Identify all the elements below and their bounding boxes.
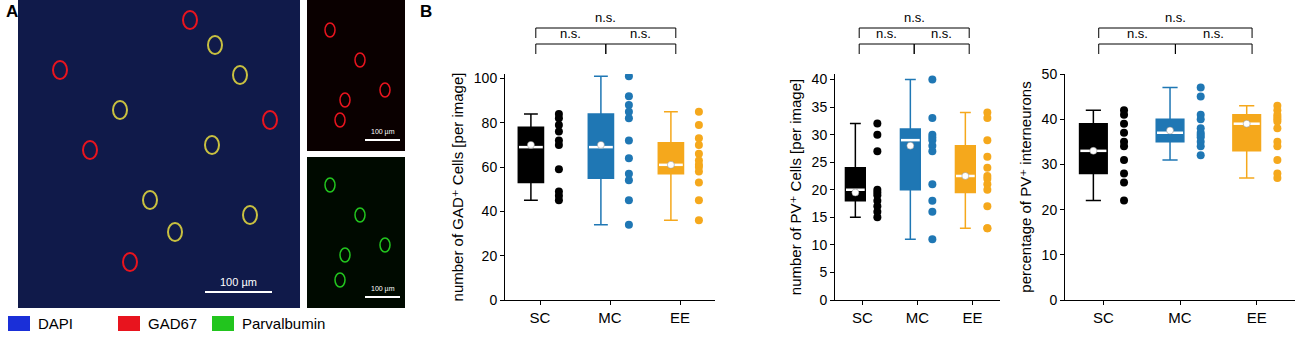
svg-text:Parvalbumin: Parvalbumin xyxy=(242,315,325,332)
svg-text:number of GAD⁺ Cells [per imag: number of GAD⁺ Cells [per image] xyxy=(449,73,466,302)
svg-text:0: 0 xyxy=(819,292,827,308)
svg-text:20: 20 xyxy=(1042,202,1058,218)
svg-text:n.s.: n.s. xyxy=(1165,10,1186,25)
svg-text:n.s.: n.s. xyxy=(904,10,925,25)
svg-text:percentage of PV⁺ interneurons: percentage of PV⁺ interneurons xyxy=(1017,81,1034,292)
svg-text:number of PV⁺ Cells [per image: number of PV⁺ Cells [per image] xyxy=(787,79,804,295)
svg-text:A: A xyxy=(6,2,18,21)
svg-text:25: 25 xyxy=(812,154,828,170)
svg-text:n.s.: n.s. xyxy=(630,26,651,41)
svg-text:GAD67: GAD67 xyxy=(148,315,197,332)
svg-text:30: 30 xyxy=(1042,156,1058,172)
svg-text:20: 20 xyxy=(812,182,828,198)
svg-text:SC: SC xyxy=(852,309,873,326)
svg-text:100 µm: 100 µm xyxy=(371,285,395,293)
svg-text:n.s.: n.s. xyxy=(1127,26,1148,41)
svg-text:20: 20 xyxy=(482,248,498,264)
svg-text:MC: MC xyxy=(1168,309,1191,326)
svg-text:40: 40 xyxy=(482,203,498,219)
svg-text:30: 30 xyxy=(812,127,828,143)
svg-text:0: 0 xyxy=(489,292,497,308)
svg-text:n.s.: n.s. xyxy=(595,10,616,25)
svg-text:n.s.: n.s. xyxy=(931,26,952,41)
svg-text:10: 10 xyxy=(1042,247,1058,263)
svg-text:MC: MC xyxy=(598,309,621,326)
svg-text:100 µm: 100 µm xyxy=(220,276,257,288)
svg-text:10: 10 xyxy=(812,237,828,253)
svg-text:80: 80 xyxy=(482,115,498,131)
svg-text:EE: EE xyxy=(962,309,982,326)
svg-text:50: 50 xyxy=(1042,66,1058,82)
svg-text:SC: SC xyxy=(530,309,551,326)
svg-text:SC: SC xyxy=(1093,309,1114,326)
svg-text:n.s.: n.s. xyxy=(1203,26,1224,41)
svg-text:100: 100 xyxy=(474,70,498,86)
svg-text:35: 35 xyxy=(812,99,828,115)
svg-text:n.s.: n.s. xyxy=(876,26,897,41)
svg-text:60: 60 xyxy=(482,159,498,175)
svg-text:15: 15 xyxy=(812,209,828,225)
svg-text:B: B xyxy=(420,2,432,21)
svg-text:EE: EE xyxy=(1247,309,1267,326)
svg-text:0: 0 xyxy=(1049,292,1057,308)
svg-text:100 µm: 100 µm xyxy=(371,128,395,136)
svg-text:DAPI: DAPI xyxy=(38,315,73,332)
svg-text:MC: MC xyxy=(906,309,929,326)
svg-text:EE: EE xyxy=(670,309,690,326)
svg-text:n.s.: n.s. xyxy=(560,26,581,41)
svg-text:40: 40 xyxy=(812,71,828,87)
svg-text:40: 40 xyxy=(1042,111,1058,127)
svg-text:5: 5 xyxy=(819,264,827,280)
